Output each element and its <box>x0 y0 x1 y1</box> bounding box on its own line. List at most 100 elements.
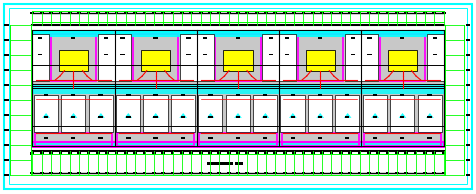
Bar <box>236 37 240 39</box>
Bar <box>105 172 109 174</box>
Bar <box>404 152 408 155</box>
Bar <box>377 152 380 155</box>
Bar <box>361 34 378 81</box>
Bar <box>32 30 444 146</box>
Bar <box>4 24 9 26</box>
Bar <box>71 94 75 96</box>
Bar <box>71 137 75 139</box>
Bar <box>208 172 212 174</box>
Bar <box>348 152 352 155</box>
Bar <box>198 95 222 132</box>
Bar <box>124 12 128 14</box>
Bar <box>414 12 417 14</box>
Bar <box>442 12 446 14</box>
Bar <box>386 172 389 174</box>
Bar <box>116 31 195 36</box>
Bar <box>281 31 360 36</box>
Bar <box>68 152 72 155</box>
Bar <box>386 12 389 14</box>
Bar <box>126 94 130 96</box>
Bar <box>318 116 322 118</box>
Bar <box>292 152 296 155</box>
Bar <box>339 152 343 155</box>
Bar <box>4 114 9 116</box>
Bar <box>59 50 88 71</box>
Bar <box>44 94 48 96</box>
Bar <box>318 94 322 96</box>
Bar <box>345 137 349 139</box>
Bar <box>68 12 72 14</box>
Bar <box>306 50 335 71</box>
Bar <box>96 12 99 14</box>
Bar <box>292 172 296 174</box>
Bar <box>423 152 427 155</box>
Bar <box>189 172 193 174</box>
Bar <box>152 172 156 174</box>
Bar <box>32 142 444 147</box>
Bar <box>4 129 9 131</box>
Bar <box>357 12 361 14</box>
Bar <box>59 152 62 155</box>
Bar <box>291 137 295 139</box>
Bar <box>264 152 268 155</box>
Bar <box>34 31 113 36</box>
Bar <box>89 95 113 132</box>
Bar <box>208 137 213 139</box>
Bar <box>141 50 170 71</box>
Bar <box>466 54 470 56</box>
Bar <box>71 116 75 118</box>
Polygon shape <box>234 113 242 118</box>
Bar <box>268 54 273 55</box>
Bar <box>186 54 190 55</box>
Bar <box>414 152 417 155</box>
Bar <box>400 137 405 139</box>
Bar <box>255 12 258 14</box>
Bar <box>292 12 296 14</box>
Bar <box>218 152 221 155</box>
Bar <box>153 137 158 139</box>
Bar <box>377 12 380 14</box>
Bar <box>329 152 333 155</box>
Bar <box>215 34 261 81</box>
Bar <box>367 152 371 155</box>
Bar <box>104 54 109 55</box>
Bar <box>367 54 371 55</box>
Bar <box>143 95 168 132</box>
Bar <box>171 152 175 155</box>
Bar <box>345 94 349 96</box>
Bar <box>367 37 371 39</box>
Bar <box>115 172 119 174</box>
Bar <box>198 31 278 36</box>
Bar <box>30 12 34 14</box>
Polygon shape <box>426 113 434 118</box>
Bar <box>363 31 442 36</box>
Bar <box>98 94 102 96</box>
Bar <box>283 12 287 14</box>
Bar <box>87 172 90 174</box>
Bar <box>40 172 44 174</box>
Bar <box>311 152 315 155</box>
Bar <box>466 69 470 71</box>
Bar <box>427 137 432 139</box>
Bar <box>161 152 165 155</box>
Bar <box>180 172 184 174</box>
Bar <box>133 12 137 14</box>
Bar <box>246 152 249 155</box>
Bar <box>208 12 212 14</box>
Bar <box>255 152 258 155</box>
Bar <box>291 116 295 118</box>
Bar <box>335 95 359 132</box>
Bar <box>30 172 34 174</box>
Bar <box>386 152 389 155</box>
Bar <box>236 94 240 96</box>
Bar <box>388 50 417 71</box>
Bar <box>61 95 85 132</box>
Bar <box>357 172 361 174</box>
Bar <box>380 34 425 81</box>
Bar <box>4 84 9 86</box>
Bar <box>236 116 240 118</box>
Bar <box>367 172 371 174</box>
Bar <box>442 152 446 155</box>
Bar <box>223 50 253 71</box>
Bar <box>466 39 470 41</box>
